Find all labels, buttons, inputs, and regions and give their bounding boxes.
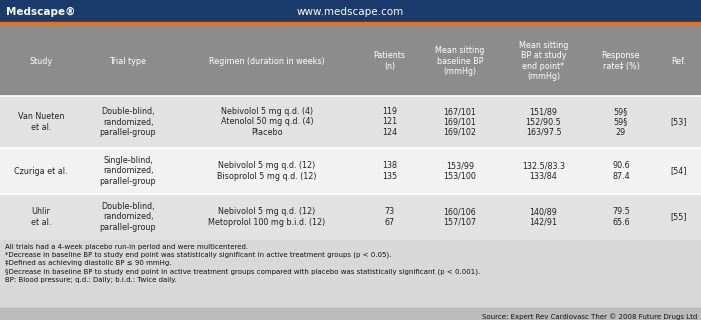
Text: 90.6
87.4: 90.6 87.4 (612, 161, 629, 181)
Text: Single-blind,
randomized,
parallel-group: Single-blind, randomized, parallel-group (100, 156, 156, 186)
Text: Medscape®: Medscape® (6, 7, 76, 17)
Text: Study: Study (29, 57, 53, 66)
Text: 167/101
169/101
169/102: 167/101 169/101 169/102 (444, 107, 477, 137)
Bar (0, 240, 701, 308)
Text: Nebivolol 5 mg q.d. (4)
Atenolol 50 mg q.d. (4)
Placebo: Nebivolol 5 mg q.d. (4) Atenolol 50 mg q… (221, 107, 313, 137)
Text: 138
135: 138 135 (382, 161, 397, 181)
Text: Czuriga et al.: Czuriga et al. (14, 166, 68, 175)
Bar (0, 96, 701, 148)
Text: Nebivolol 5 mg q.d. (12)
Metoprolol 100 mg b.i.d. (12): Nebivolol 5 mg q.d. (12) Metoprolol 100 … (208, 207, 326, 227)
Text: Regimen (duration in weeks): Regimen (duration in weeks) (209, 57, 325, 66)
Text: Ref.: Ref. (671, 57, 686, 66)
Text: www.medscape.com: www.medscape.com (297, 7, 404, 17)
Text: [53]: [53] (670, 117, 687, 126)
Text: 151/89
152/90.5
163/97.5: 151/89 152/90.5 163/97.5 (526, 107, 562, 137)
Text: 79.5
65.6: 79.5 65.6 (612, 207, 630, 227)
Text: [54]: [54] (670, 166, 687, 175)
Text: Response
rate‡ (%): Response rate‡ (%) (601, 51, 640, 71)
Text: 160/106
157/107: 160/106 157/107 (444, 207, 477, 227)
Text: All trials had a 4-week placebo run-in period and were multicentered.
*Decrease : All trials had a 4-week placebo run-in p… (5, 244, 480, 283)
Bar (0, 148, 701, 194)
Text: Nebivolol 5 mg q.d. (12)
Bisoprolol 5 mg q.d. (12): Nebivolol 5 mg q.d. (12) Bisoprolol 5 mg… (217, 161, 317, 181)
Text: Trial type: Trial type (109, 57, 147, 66)
Text: Patients
(n): Patients (n) (374, 51, 405, 71)
Text: [55]: [55] (670, 212, 687, 221)
Bar (0, 26, 701, 96)
Text: Double-blind,
randomized,
parallel-group: Double-blind, randomized, parallel-group (100, 107, 156, 137)
Text: 119
121
124: 119 121 124 (382, 107, 397, 137)
Text: Van Nueten
et al.: Van Nueten et al. (18, 112, 64, 132)
Text: 73
67: 73 67 (384, 207, 395, 227)
Text: Mean sitting
baseline BP
(mmHg): Mean sitting baseline BP (mmHg) (435, 46, 484, 76)
Text: Uhlir
et al.: Uhlir et al. (31, 207, 51, 227)
Text: Mean sitting
BP at study
end point*
(mmHg): Mean sitting BP at study end point* (mmH… (519, 41, 569, 81)
Text: Source: Expert Rev Cardiovasc Ther © 2008 Future Drugs Ltd: Source: Expert Rev Cardiovasc Ther © 200… (482, 314, 697, 320)
Bar (0, 22, 701, 26)
Bar (0, 0, 701, 22)
Bar (0, 194, 701, 240)
Text: 153/99
153/100: 153/99 153/100 (444, 161, 477, 181)
Text: 140/89
142/91: 140/89 142/91 (529, 207, 557, 227)
Text: Double-blind,
randomized,
parallel-group: Double-blind, randomized, parallel-group (100, 202, 156, 232)
Text: 132.5/83.3
133/84: 132.5/83.3 133/84 (522, 161, 565, 181)
Bar (0, 308, 701, 320)
Text: 59§
59§
29: 59§ 59§ 29 (614, 107, 628, 137)
